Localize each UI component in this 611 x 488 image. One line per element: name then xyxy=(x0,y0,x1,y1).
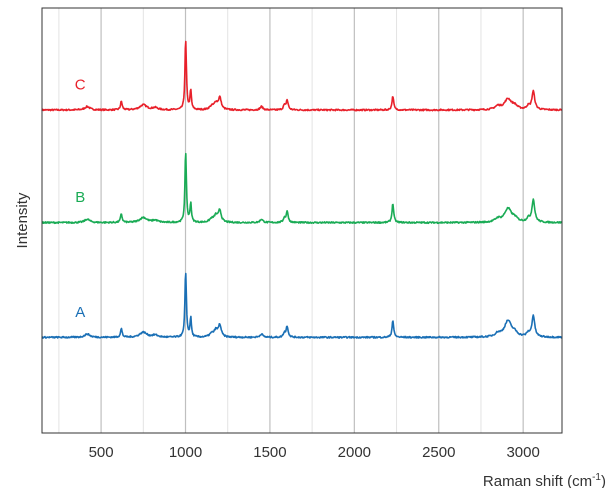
x-tick-label: 2500 xyxy=(422,444,455,461)
x-tick-label: 3000 xyxy=(506,444,539,461)
plot-frame xyxy=(41,7,563,434)
x-tick-label: 2000 xyxy=(338,444,371,461)
x-axis-label-suffix: ) xyxy=(601,473,606,488)
series-line-B xyxy=(41,152,563,225)
y-axis-label: Intensity xyxy=(14,192,31,248)
x-axis-label-superscript: -1 xyxy=(592,472,601,483)
spectra-plot: C B A xyxy=(41,40,563,339)
x-axis-label: Raman shift (cm-1) xyxy=(483,472,606,488)
series-label-B: B xyxy=(75,189,85,206)
gridlines xyxy=(58,8,524,433)
x-axis-label-main: Raman shift (cm xyxy=(483,473,592,488)
x-axis-tick-labels: 500 1000 1500 2000 2500 3000 xyxy=(89,444,540,461)
series-line-A xyxy=(41,272,563,339)
series-label-A: A xyxy=(75,304,85,321)
x-tick-label: 500 xyxy=(89,444,114,461)
series-line-C xyxy=(41,40,563,112)
x-tick-label: 1500 xyxy=(253,444,286,461)
series-label-C: C xyxy=(75,77,86,94)
x-tick-label: 1000 xyxy=(169,444,202,461)
